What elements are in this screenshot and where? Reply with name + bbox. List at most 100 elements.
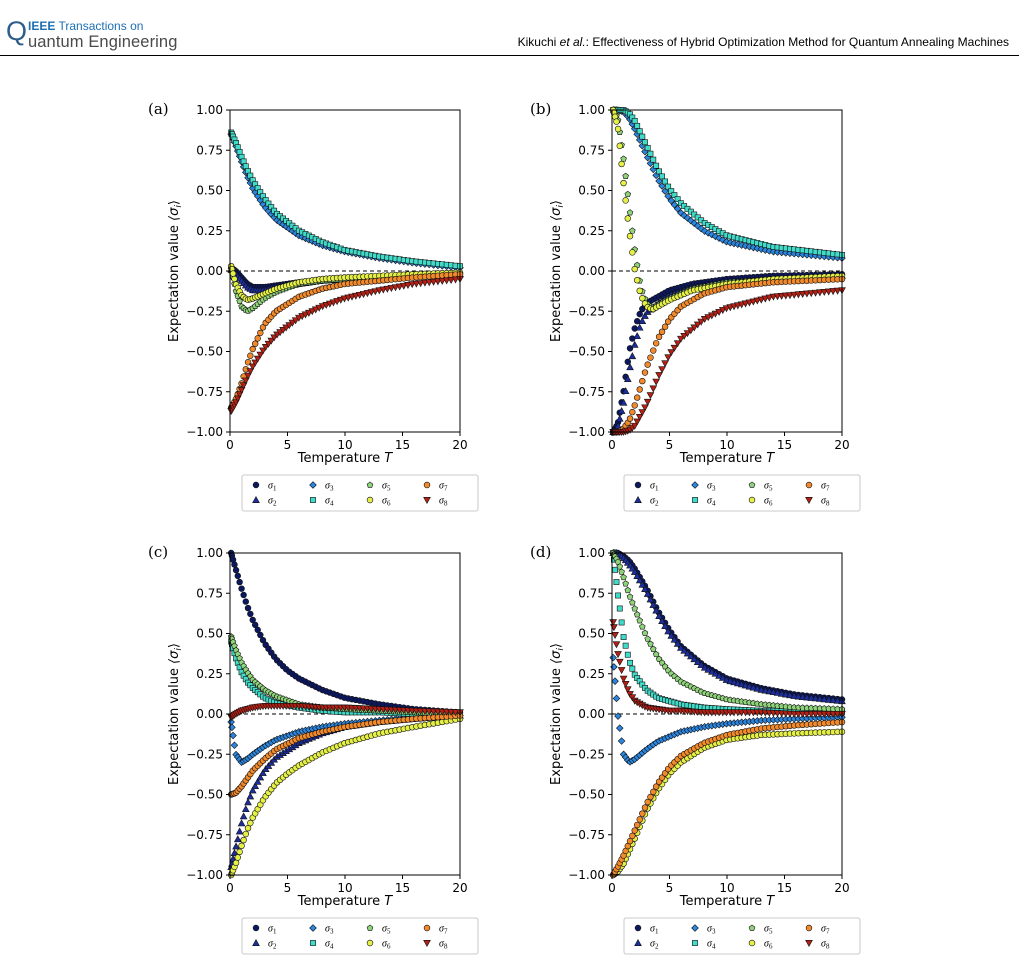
data-point — [236, 578, 243, 586]
data-point — [661, 323, 669, 330]
y-tick-label: −0.50 — [186, 345, 223, 359]
data-point — [611, 677, 619, 685]
data-point — [233, 835, 242, 843]
y-tick-label: 0.25 — [196, 224, 223, 238]
data-point — [616, 605, 623, 612]
data-point — [634, 122, 641, 129]
data-point — [677, 335, 685, 343]
x-tick-label: 10 — [337, 438, 352, 452]
panel-d: (d) 0 5 10 15 20 1.00 0.75 0.50 0.25 0.00 −0.25 −0.… — [530, 543, 890, 973]
data-point — [616, 724, 624, 732]
data-point — [622, 642, 629, 649]
data-point — [661, 663, 669, 670]
data-point — [829, 696, 837, 704]
y-tick-label: 0.75 — [578, 143, 605, 157]
data-point — [652, 378, 660, 386]
panel-label: (c) — [148, 543, 169, 561]
data-point — [621, 387, 630, 395]
data-point — [667, 631, 676, 639]
data-point — [700, 663, 709, 671]
data-point — [613, 118, 620, 125]
data-point — [707, 667, 716, 675]
data-point — [781, 690, 790, 698]
data-point — [777, 689, 786, 697]
y-tick-label: 0.50 — [578, 627, 605, 641]
legend-marker — [252, 924, 260, 932]
data-point — [611, 632, 619, 639]
data-point — [633, 418, 642, 426]
data-point — [718, 673, 727, 681]
x-tick-label: 20 — [452, 881, 467, 895]
y-tick-label: −0.25 — [568, 747, 605, 761]
data-point — [641, 804, 649, 811]
data-point — [636, 816, 643, 823]
data-point — [633, 276, 641, 284]
data-point — [671, 192, 678, 199]
data-point — [612, 694, 621, 703]
data-point — [697, 318, 706, 326]
data-point — [253, 355, 262, 363]
data-point — [646, 392, 655, 400]
legend-marker — [805, 481, 813, 489]
panel-label: (d) — [530, 543, 552, 561]
legend-marker — [252, 939, 260, 946]
data-point — [616, 563, 624, 570]
data-point — [833, 287, 842, 295]
data-point — [251, 340, 259, 347]
data-point — [668, 188, 675, 195]
data-point — [745, 682, 754, 690]
data-point — [635, 414, 644, 421]
legend-box — [623, 474, 861, 512]
data-point — [656, 168, 662, 175]
y-tick-label: −0.75 — [186, 828, 223, 842]
data-point — [643, 590, 652, 597]
data-point — [816, 694, 824, 702]
data-point — [288, 319, 297, 327]
legend-label: σ3 — [325, 481, 334, 493]
y-tick-label: 0.00 — [578, 707, 605, 721]
data-point — [833, 696, 842, 704]
y-tick-label: 0.00 — [196, 707, 223, 721]
data-point — [622, 172, 629, 179]
data-point — [765, 294, 774, 302]
legend-label: σ3 — [325, 924, 334, 936]
data-point — [244, 824, 252, 832]
legend-marker — [252, 481, 260, 489]
x-tick-label: 10 — [719, 881, 734, 895]
data-point — [609, 653, 617, 662]
data-point — [704, 229, 712, 237]
data-point — [442, 277, 451, 285]
x-axis-label: Temperature T — [679, 894, 775, 909]
legend-box — [241, 917, 479, 955]
data-point — [670, 201, 679, 209]
data-point — [807, 693, 816, 701]
data-point — [650, 347, 657, 354]
data-point — [643, 398, 652, 406]
data-point — [619, 398, 628, 406]
legend-marker — [423, 924, 431, 932]
series-σ8 — [609, 619, 846, 718]
legend: σ1 σ2 σ3 σ4 σ5 σ6 σ7 σ8 — [623, 917, 861, 955]
legend-label: σ3 — [707, 924, 716, 936]
data-point — [230, 741, 239, 750]
data-point — [421, 279, 429, 287]
data-point — [694, 214, 701, 221]
legend-marker — [692, 940, 698, 946]
data-points — [609, 549, 846, 879]
data-point — [631, 605, 638, 612]
data-point — [704, 665, 713, 673]
data-point — [673, 639, 682, 647]
data-point — [773, 688, 782, 696]
series-σ8 — [227, 702, 464, 722]
data-point — [285, 322, 294, 330]
data-point — [719, 236, 727, 244]
data-point — [249, 616, 256, 624]
data-point — [241, 377, 250, 385]
data-point — [626, 837, 634, 845]
data-point — [240, 591, 247, 599]
data-point — [811, 694, 820, 702]
data-point — [683, 214, 692, 222]
data-point — [620, 634, 627, 640]
data-point — [236, 149, 243, 155]
data-point — [636, 310, 643, 318]
